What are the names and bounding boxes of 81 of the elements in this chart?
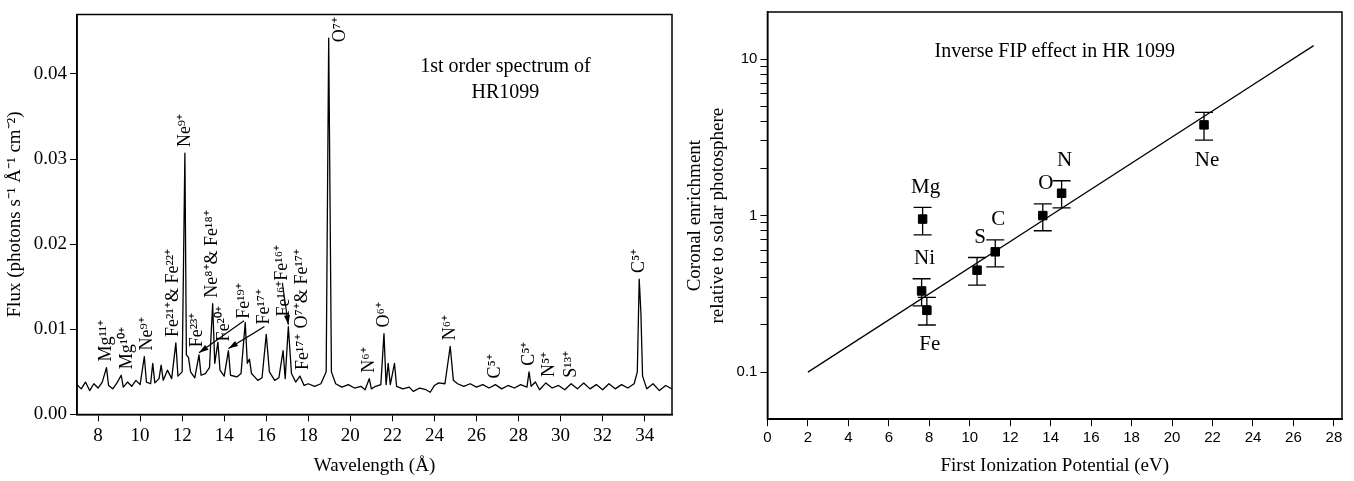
annotation: S: [974, 223, 986, 248]
x-tick-label: 24: [1244, 428, 1262, 446]
point: [916, 286, 927, 296]
annotation: C: [991, 206, 1006, 231]
annotation: Mg¹¹⁺: [95, 319, 116, 362]
point: [1199, 120, 1209, 130]
annotation: O: [1038, 170, 1054, 195]
x-tick-label: 12: [172, 423, 192, 445]
x-axis-title: Wavelength (Å): [313, 453, 436, 476]
y-tick-label: 0.04: [33, 61, 68, 83]
x-tick-label: 4: [844, 428, 853, 446]
x-tick-label: 16: [256, 423, 276, 445]
x-tick-label: 20: [1163, 428, 1181, 446]
annotation: O⁷⁺: [329, 16, 350, 43]
annotation: Fe: [919, 331, 941, 356]
x-tick-label: 24: [424, 423, 445, 445]
point: [972, 265, 982, 275]
annotation: 1st order spectrum of HR1099: [420, 53, 591, 102]
annotation: Fe²³⁺: [186, 312, 207, 348]
annotation: Fe¹⁹⁺: [232, 283, 253, 319]
y-tick-label: 1: [749, 205, 758, 223]
y-tick-label: 0.03: [33, 147, 68, 169]
annotation: Ne⁹⁺: [173, 113, 194, 148]
point: [990, 247, 1000, 257]
annotation: Ni: [914, 245, 936, 270]
annotation: Fe¹⁷⁺: [291, 334, 312, 371]
x-axis-title: First Ionization Potential (eV): [940, 453, 1169, 476]
annotation: Ne⁸⁺& Fe¹⁸⁺: [201, 210, 222, 298]
y-axis-title: Flux (photons s⁻¹ Å⁻¹ cm⁻²): [3, 111, 26, 318]
x-tick-label: 0: [763, 428, 772, 446]
x-tick-label: 6: [884, 428, 894, 446]
annotation: C⁵⁺: [484, 354, 505, 379]
annotation: Mg¹⁰⁺: [115, 326, 136, 370]
annotation: N⁶⁺: [438, 315, 459, 341]
y-tick-label: 10: [740, 49, 758, 67]
y-axis-title: Coronal enrichment relative to solar photosphere: [683, 107, 728, 324]
y-tick-label: 0.01: [33, 317, 68, 339]
x-tick-label: 22: [1204, 428, 1221, 446]
point: [1038, 210, 1048, 221]
x-tick-label: 34: [635, 423, 655, 445]
x-tick-label: 28: [1325, 428, 1343, 446]
annotation: C⁵⁺: [627, 248, 648, 274]
annotation: S¹³⁺: [559, 350, 580, 378]
x-tick-label: 16: [1082, 428, 1100, 446]
y-tick-label: 0.02: [33, 232, 68, 254]
annotation: Fe¹⁶⁺: [272, 280, 293, 317]
x-tick-label: 32: [593, 423, 613, 445]
x-tick-label: 14: [1042, 428, 1060, 446]
annotation: Fe²¹⁺& Fe²²⁺: [161, 248, 182, 337]
annotation: N: [1057, 147, 1073, 172]
annotation: O⁷⁺& Fe¹⁷⁺: [290, 248, 311, 329]
x-tick-label: 18: [298, 423, 318, 445]
y-tick-label: 0.1: [736, 362, 758, 380]
x-tick-label: 26: [1285, 428, 1302, 446]
x-tick-label: 18: [1123, 428, 1140, 446]
x-tick-label: 26: [466, 423, 486, 445]
annotation: Fe¹⁶⁺: [271, 245, 292, 281]
annotation: O⁶⁺: [372, 302, 393, 328]
x-tick-label: 28: [509, 423, 529, 445]
annotation: Inverse FIP effect in HR 1099: [934, 39, 1175, 62]
annotation: Ne⁹⁺: [136, 317, 157, 351]
point: [1056, 188, 1067, 198]
annotation: Mg: [911, 173, 941, 198]
x-tick-label: 10: [961, 428, 979, 446]
x-tick-label: 2: [803, 428, 813, 446]
annotation: C⁵⁺: [517, 341, 538, 366]
x-tick-label: 14: [214, 423, 235, 445]
x-tick-label: 20: [340, 423, 360, 445]
annotation: N⁵⁺: [537, 351, 558, 377]
x-tick-label: 10: [130, 423, 150, 445]
y-tick-label: 0.00: [33, 402, 68, 424]
annotation: N⁶⁺: [358, 347, 378, 373]
x-tick-label: 8: [925, 428, 934, 446]
annotation: Fe¹⁷⁺: [253, 288, 274, 325]
x-tick-label: 22: [382, 423, 402, 445]
x-tick-label: 12: [1001, 428, 1019, 446]
annotation: Fe²⁰⁺: [213, 305, 234, 342]
x-tick-label: 30: [551, 423, 571, 445]
annotation: Ne: [1194, 146, 1220, 171]
point: [917, 214, 928, 224]
x-tick-label: 8: [93, 423, 103, 445]
